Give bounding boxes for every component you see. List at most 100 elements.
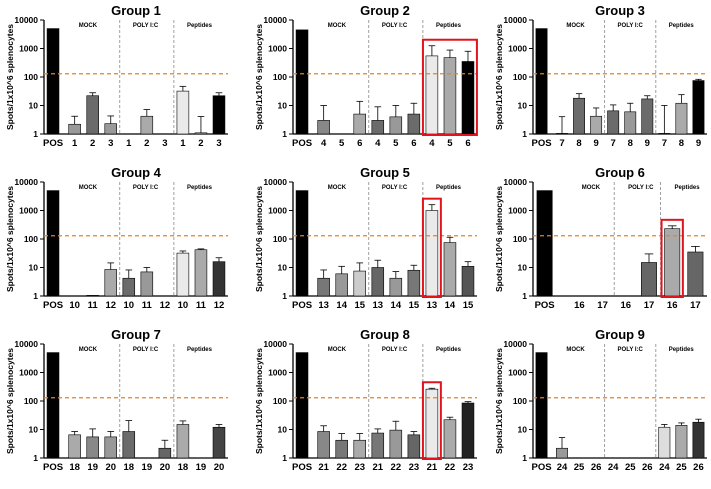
bar — [212, 95, 226, 135]
x-tick-label: 18 — [178, 462, 189, 473]
x-tick-label: 14 — [445, 300, 456, 311]
group-label: POLY I:C — [618, 23, 644, 29]
x-tick-label: 14 — [336, 300, 347, 311]
panel-title: Group 9 — [595, 327, 645, 342]
group-label: MOCK — [328, 347, 347, 353]
panel-group-5: Group 5 Spots/1x10^6 splenocytes 1 10 100 100… — [254, 165, 477, 311]
x-tick-label: 17 — [644, 300, 655, 311]
bar — [425, 388, 439, 459]
bar — [122, 277, 136, 297]
x-tick-label: 16 — [574, 300, 585, 311]
bar — [140, 115, 154, 135]
bar — [176, 424, 190, 459]
x-tick-label: 13 — [427, 300, 438, 311]
x-tick-label: 19 — [196, 462, 207, 473]
y-tick-label: 10 — [278, 425, 288, 435]
y-tick-label: 1 — [33, 129, 38, 139]
bar — [122, 431, 136, 459]
x-tick-label: 5 — [339, 138, 345, 149]
bar — [86, 295, 99, 297]
bar — [353, 113, 366, 135]
y-tick-label: 1000 — [268, 368, 287, 378]
x-tick-label: 7 — [662, 138, 667, 149]
bar — [573, 97, 585, 135]
x-tick-label: 1 — [180, 138, 186, 149]
bar — [692, 80, 705, 135]
group-label: POLY I:C — [133, 23, 159, 29]
y-tick-label: 1 — [282, 453, 287, 463]
bar — [194, 249, 208, 297]
bar — [664, 228, 681, 297]
panel-group-2: Group 2 Spots/1x10^6 splenocytes 1 10 100 100… — [254, 3, 478, 149]
highlight-box — [421, 381, 442, 460]
bar — [295, 352, 309, 459]
x-tick-label: 14 — [391, 300, 402, 311]
bar — [317, 431, 330, 459]
bar — [389, 429, 403, 459]
panel-title: Group 5 — [360, 165, 410, 180]
x-tick-label: POS — [531, 462, 551, 473]
x-tick-label: POS — [292, 300, 312, 311]
y-tick-label: 100 — [513, 234, 527, 244]
x-tick-label: 19 — [87, 462, 98, 473]
y-tick-label: 1000 — [508, 44, 527, 54]
panel-group-4: Group 4 Spots/1x10^6 splenocytes 1 10 100 100… — [5, 165, 228, 311]
y-tick-label: 10000 — [503, 15, 527, 25]
group-label: POLY I:C — [382, 185, 408, 191]
x-tick-label: 10 — [178, 300, 189, 311]
bar — [556, 133, 568, 135]
x-tick-label: 25 — [625, 462, 636, 473]
y-tick-label: 10 — [29, 101, 39, 111]
bar — [86, 436, 99, 459]
bar — [461, 266, 475, 297]
panel-title: Group 1 — [111, 3, 161, 18]
y-tick-label: 1000 — [268, 206, 287, 216]
bar — [140, 271, 154, 297]
y-tick-label: 1 — [282, 291, 287, 301]
panel-group-3: Group 3 Spots/1x10^6 splenocytes 1 10 100 100… — [494, 3, 707, 149]
y-tick-label: 10 — [518, 101, 528, 111]
x-tick-label: 4 — [321, 138, 327, 149]
bar — [535, 28, 548, 135]
x-tick-label: 17 — [690, 300, 701, 311]
group-label: MOCK — [328, 23, 347, 29]
x-tick-label: 3 — [108, 138, 113, 149]
y-tick-label: 1000 — [19, 206, 38, 216]
x-tick-label: 20 — [160, 462, 171, 473]
bar — [658, 133, 671, 135]
group-label: Peptides — [187, 185, 213, 191]
panel-group-6: Group 6 Spots/1x10^6 splenocytes 1 10 100 100… — [494, 165, 707, 311]
bar — [295, 190, 309, 297]
y-tick-label: 10000 — [263, 15, 287, 25]
y-axis-label: Spots/1x10^6 splenocytes — [494, 348, 504, 454]
x-tick-label: 4 — [375, 138, 381, 149]
panel-title: Group 3 — [595, 3, 645, 18]
y-tick-label: 100 — [513, 396, 527, 406]
bar — [68, 123, 81, 135]
highlight-box — [660, 218, 684, 298]
y-tick-label: 100 — [24, 396, 38, 406]
x-tick-label: 22 — [391, 462, 402, 473]
x-tick-label: 10 — [69, 300, 80, 311]
x-tick-label: 21 — [372, 462, 383, 473]
bar — [371, 267, 385, 297]
x-tick-label: 6 — [411, 138, 416, 149]
y-tick-label: 10 — [278, 101, 288, 111]
y-tick-label: 100 — [273, 396, 287, 406]
y-tick-label: 10000 — [14, 177, 38, 187]
bar — [461, 402, 475, 459]
y-tick-label: 1 — [33, 291, 38, 301]
x-tick-label: 8 — [628, 138, 633, 149]
x-tick-label: 5 — [447, 138, 453, 149]
group-label: MOCK — [566, 347, 585, 353]
bar — [194, 132, 208, 135]
y-tick-label: 1 — [522, 291, 527, 301]
y-tick-label: 1000 — [19, 368, 38, 378]
x-tick-label: 12 — [214, 300, 225, 311]
group-label: Peptides — [187, 23, 213, 29]
x-tick-label: 18 — [69, 462, 80, 473]
y-axis-label: Spots/1x10^6 splenocytes — [5, 186, 15, 292]
x-tick-label: 9 — [645, 138, 650, 149]
group-label: Peptides — [669, 347, 695, 353]
y-tick-label: 1 — [282, 129, 287, 139]
